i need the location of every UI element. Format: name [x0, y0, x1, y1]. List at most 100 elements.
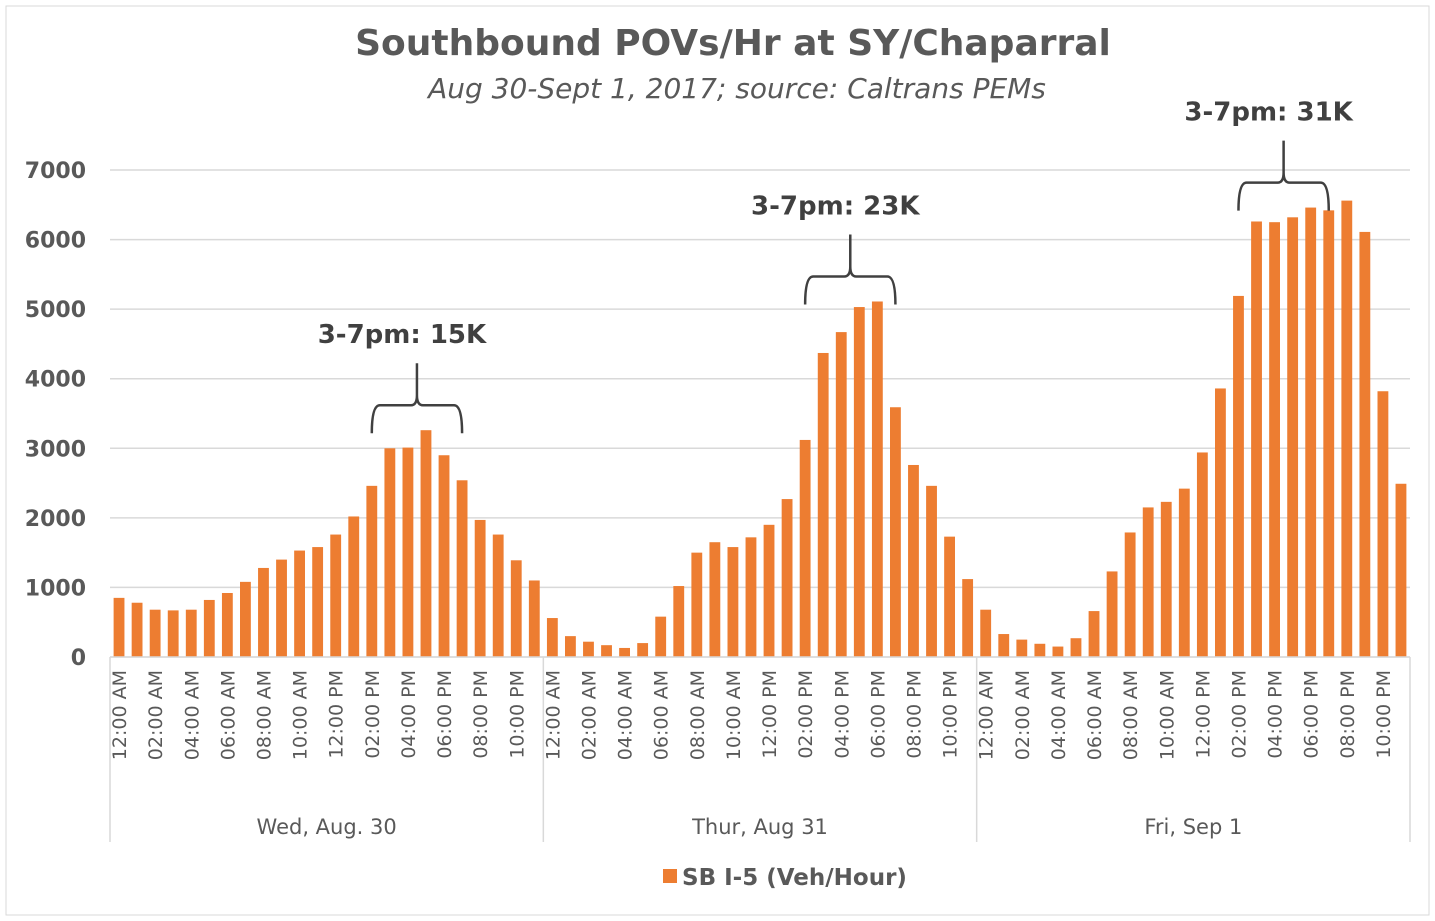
x-tick-label: 06:00 AM — [217, 670, 239, 760]
x-tick-label: 02:00 AM — [1012, 670, 1034, 760]
bar — [583, 641, 594, 657]
annotation-bracket — [370, 363, 464, 434]
bar — [998, 634, 1010, 657]
y-tick-label: 1000 — [25, 576, 86, 601]
bar — [1052, 646, 1064, 657]
bar — [149, 609, 161, 657]
x-tick-label: 02:00 PM — [1228, 670, 1250, 759]
bar — [1088, 611, 1100, 657]
y-tick-label: 4000 — [25, 368, 86, 393]
bar — [1233, 295, 1244, 657]
x-tick-label: 12:00 AM — [542, 670, 564, 760]
bar — [709, 542, 721, 657]
bar — [1377, 391, 1389, 657]
bar — [817, 352, 829, 657]
bar — [673, 586, 685, 657]
x-tick-label: 12:00 PM — [326, 670, 348, 759]
bar — [655, 616, 667, 657]
bar — [258, 567, 269, 657]
x-tick-label: 08:00 AM — [687, 670, 709, 760]
bar — [366, 485, 378, 657]
bar — [1359, 231, 1371, 657]
bar — [546, 618, 558, 657]
chart-subtitle: Aug 30-Sept 1, 2017; source: Caltrans PE… — [426, 72, 1046, 105]
bar — [240, 581, 251, 657]
bar — [420, 430, 432, 657]
x-tick-label: 10:00 PM — [940, 670, 962, 759]
x-tick-label: 08:00 PM — [1337, 670, 1359, 759]
x-tick-label: 08:00 AM — [1120, 670, 1142, 760]
bar — [492, 534, 504, 657]
bar — [510, 560, 522, 657]
x-tick-label: 04:00 PM — [398, 670, 420, 759]
x-tick-label: 04:00 PM — [831, 670, 853, 759]
bar — [1070, 638, 1082, 657]
legend-swatch — [663, 869, 677, 883]
legend-label: SB I-5 (Veh/Hour) — [682, 865, 907, 891]
y-tick-label: 3000 — [25, 437, 86, 462]
bar — [799, 439, 811, 657]
group-label: Fri, Sep 1 — [1144, 815, 1242, 839]
bar — [853, 307, 865, 657]
x-tick-label: 10:00 AM — [723, 670, 745, 760]
x-tick-label: 10:00 PM — [1373, 670, 1395, 759]
bar — [1106, 571, 1118, 657]
x-tick-label: 04:00 AM — [615, 670, 637, 760]
bar — [745, 537, 757, 657]
bar — [601, 645, 612, 657]
bar — [1016, 639, 1028, 657]
bar — [908, 464, 919, 657]
bar — [1341, 200, 1353, 657]
bar — [1323, 210, 1335, 657]
bar — [835, 332, 847, 657]
x-tick-label: 06:00 AM — [651, 670, 673, 760]
bar — [1196, 452, 1208, 657]
x-tick-label: 08:00 PM — [903, 670, 925, 759]
bar — [619, 647, 630, 657]
bar — [131, 602, 143, 657]
chart-frame — [5, 5, 1430, 916]
bar — [1034, 643, 1046, 657]
bar — [312, 547, 324, 657]
x-tick-label: 02:00 PM — [362, 670, 384, 759]
x-tick-label: 06:00 PM — [867, 670, 889, 759]
x-tick-label: 08:00 AM — [253, 670, 275, 760]
bar — [1178, 488, 1190, 657]
annotation: 3-7pm: 31K — [1184, 98, 1353, 128]
x-tick-label: 02:00 AM — [145, 670, 167, 760]
bar — [763, 524, 775, 657]
y-tick-label: 2000 — [25, 507, 86, 532]
y-tick-label: 6000 — [25, 229, 86, 254]
x-tick-label: 06:00 PM — [1301, 670, 1323, 759]
x-tick-label: 08:00 PM — [470, 670, 492, 759]
bar — [637, 643, 649, 657]
annotation-bracket — [1237, 140, 1330, 211]
x-tick-label: 06:00 AM — [1084, 670, 1106, 760]
bar — [330, 534, 342, 657]
bar — [781, 499, 793, 657]
bar — [1142, 507, 1154, 657]
annotation: 3-7pm: 23K — [751, 191, 920, 221]
bar — [528, 580, 540, 657]
group-label: Wed, Aug. 30 — [257, 815, 397, 839]
x-tick-label: 10:00 AM — [290, 670, 312, 760]
bar — [727, 547, 739, 657]
bar — [402, 447, 414, 657]
bar — [438, 455, 450, 657]
x-tick-label: 06:00 PM — [434, 670, 456, 759]
x-tick-label: 04:00 PM — [1265, 670, 1287, 759]
bar — [456, 480, 468, 657]
bar — [890, 407, 901, 657]
bar — [1251, 221, 1262, 658]
x-tick-label: 10:00 AM — [1156, 670, 1178, 760]
bar — [1395, 483, 1407, 657]
y-tick-label: 0 — [71, 646, 86, 671]
bar — [1160, 501, 1172, 657]
bar — [185, 609, 197, 657]
bar — [1269, 222, 1280, 657]
x-tick-label: 04:00 AM — [1048, 670, 1070, 760]
y-tick-label: 7000 — [25, 159, 86, 184]
x-tick-label: 12:00 AM — [109, 670, 131, 760]
bar — [348, 516, 360, 657]
bar — [474, 519, 486, 657]
